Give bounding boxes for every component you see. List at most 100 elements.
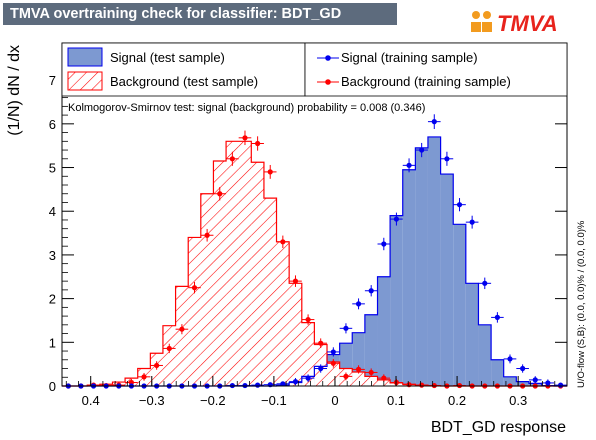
x-tick-label: −0.3 bbox=[139, 393, 165, 408]
signal-training-point bbox=[440, 151, 454, 166]
background-training-point bbox=[226, 151, 239, 166]
background-test-bar bbox=[251, 162, 264, 386]
signal-test-bar bbox=[503, 376, 517, 386]
signal-training-point bbox=[554, 382, 567, 388]
legend-swatch-signal-test bbox=[67, 47, 103, 67]
background-training-point bbox=[364, 368, 378, 377]
signal-training-point bbox=[528, 376, 542, 384]
background-training-point bbox=[251, 136, 264, 151]
background-test-bar bbox=[238, 141, 252, 386]
overflow-note: U/O-flow (S,B): (0.0, 0.0)% / (0.0, 0.0)… bbox=[576, 220, 587, 388]
signal-test-bar bbox=[390, 215, 403, 386]
signal-test-bar bbox=[402, 169, 416, 386]
signal-training-point bbox=[415, 142, 428, 158]
background-test-bar bbox=[213, 160, 227, 386]
legend-box-training bbox=[304, 42, 568, 97]
background-test-bar bbox=[226, 141, 239, 386]
y-tick-label: 5 bbox=[49, 161, 56, 176]
signal-training-point bbox=[503, 354, 517, 364]
legend-label-background-training: Background (training sample) bbox=[341, 74, 511, 89]
y-tick-label: 4 bbox=[49, 204, 56, 219]
signal-training-point bbox=[339, 323, 353, 334]
background-test-bar bbox=[263, 198, 277, 386]
background-training-point bbox=[263, 164, 277, 179]
x-tick-label: −0.2 bbox=[200, 393, 226, 408]
signal-training-point bbox=[541, 379, 555, 386]
y-tick-label: 2 bbox=[49, 292, 56, 307]
background-training-point bbox=[352, 365, 365, 374]
legend-marker-background-training bbox=[325, 79, 331, 85]
signal-training-point bbox=[364, 285, 378, 297]
legend-label-signal-training: Signal (training sample) bbox=[341, 50, 478, 65]
tmva-logo-icon bbox=[471, 11, 492, 32]
background-test-bar bbox=[289, 283, 302, 386]
x-axis-title: BDT_GD response bbox=[431, 419, 566, 436]
legend: Signal (test sample) Background (test sa… bbox=[61, 42, 568, 97]
signal-test-bar bbox=[427, 136, 441, 386]
background-training-point bbox=[238, 130, 252, 146]
y-tick-label: 7 bbox=[49, 73, 56, 88]
signal-test-bar bbox=[453, 224, 466, 386]
signal-test-bar bbox=[440, 174, 454, 386]
background-training-point bbox=[377, 374, 391, 382]
y-tick-label: 6 bbox=[49, 117, 56, 132]
signal-test-bar bbox=[491, 359, 504, 386]
background-training-point bbox=[327, 358, 340, 368]
y-tick-label: 3 bbox=[49, 248, 56, 263]
signal-test-bar bbox=[415, 147, 428, 386]
signal-training-point bbox=[491, 312, 504, 323]
background-training-point bbox=[162, 343, 176, 354]
background-test-bar bbox=[188, 237, 201, 386]
background-test-bar bbox=[352, 372, 365, 386]
signal-test-bar bbox=[465, 283, 479, 386]
signal-test-bar bbox=[364, 314, 378, 386]
y-axis-title: (1/N) dN / dx bbox=[6, 45, 23, 136]
y-tick-label: 0 bbox=[49, 379, 56, 394]
background-training-point bbox=[137, 372, 151, 381]
tmva-logo: TMVA bbox=[471, 11, 558, 36]
legend-label-signal-test: Signal (test sample) bbox=[110, 50, 225, 65]
chart-title: TMVA overtraining check for classifier: … bbox=[3, 3, 397, 25]
background-training-point bbox=[314, 338, 328, 348]
signal-training-point bbox=[516, 364, 529, 373]
background-test-bar bbox=[175, 286, 189, 386]
tmva-logo-text: TMVA bbox=[497, 11, 558, 36]
signal-test-bar bbox=[478, 324, 492, 386]
signal-training-point bbox=[276, 381, 290, 387]
signal-training-point bbox=[402, 158, 416, 173]
x-tick-label: 0.2 bbox=[448, 393, 466, 408]
signal-training-point bbox=[289, 378, 302, 386]
background-test-bar bbox=[327, 361, 340, 386]
legend-marker-signal-training bbox=[325, 55, 331, 61]
signal-training-point bbox=[377, 237, 391, 251]
signal-training-point bbox=[390, 212, 403, 226]
x-tick-label: 0.1 bbox=[387, 393, 405, 408]
background-training-point bbox=[276, 235, 290, 249]
signal-training-point bbox=[352, 298, 365, 310]
background-test-bar bbox=[301, 322, 315, 386]
background-test-bar bbox=[162, 325, 176, 386]
background-training-point bbox=[200, 228, 214, 242]
signal-training-point bbox=[301, 374, 315, 382]
background-test-bar bbox=[276, 241, 290, 386]
signal-training-point bbox=[327, 347, 340, 357]
ks-test-text: Kolmogorov-Smirnov test: signal (backgro… bbox=[68, 102, 425, 114]
background-training-point bbox=[213, 187, 227, 201]
background-training-point bbox=[188, 282, 201, 294]
background-training-point bbox=[150, 361, 163, 370]
legend-label-background-test: Background (test sample) bbox=[110, 74, 258, 89]
legend-swatch-background-test bbox=[67, 71, 103, 91]
background-test-bar bbox=[200, 193, 214, 386]
signal-training-point bbox=[453, 198, 466, 212]
y-tick-label: 1 bbox=[49, 335, 56, 350]
x-tick-label: −0.1 bbox=[261, 393, 287, 408]
background-training-point bbox=[289, 275, 302, 287]
x-tick-label: 0.3 bbox=[509, 393, 527, 408]
background-training-point bbox=[175, 324, 189, 335]
signal-training-point bbox=[427, 114, 441, 130]
x-tick-label: 0.4 bbox=[82, 393, 100, 408]
background-training-point bbox=[339, 372, 353, 381]
signal-training-point bbox=[314, 364, 328, 373]
background-training-point bbox=[301, 314, 315, 325]
